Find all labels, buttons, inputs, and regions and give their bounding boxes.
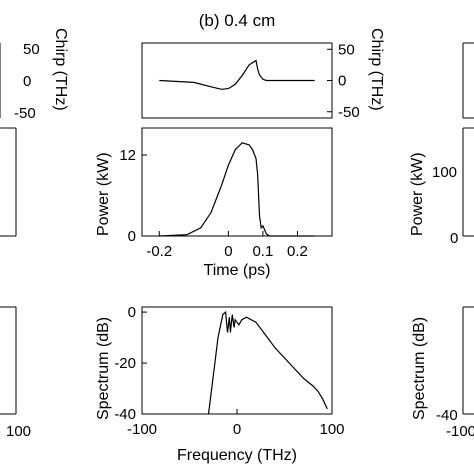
- chirp-y-ticks: 50 0 -50: [327, 41, 360, 121]
- spectrum-panel: 0 -20 -40-100 0 100 Spectrum (dB) Frequency …: [95, 304, 345, 464]
- chirp-series-line: [159, 59, 315, 90]
- spectrum-ytick-label: -40: [114, 406, 136, 423]
- spectrum-ytick-label: 0: [128, 304, 136, 321]
- left-chirp-tick-50: 50: [23, 41, 40, 58]
- spectrum-xtick-label: -100: [127, 421, 157, 438]
- chirp-ytick-label: 0: [338, 73, 346, 90]
- chirp-ytick-label: -50: [338, 104, 360, 121]
- right-fragment: 100 0 Power (kW) -40 Spectrum (dB) -100: [409, 42, 474, 440]
- spectrum-ticks: 0 -20 -40-100 0 100: [114, 304, 344, 438]
- spectrum-xtick-label: 100: [319, 421, 344, 438]
- power-xtick-label: 0: [224, 243, 232, 260]
- spectrum-xlabel: Frequency (THz): [177, 447, 297, 464]
- spectrum-xtick-label: 0: [233, 421, 241, 438]
- left-chirp-tick-0: 0: [23, 73, 31, 90]
- left-spectrum-tick-100: 100: [6, 423, 31, 440]
- power-ytick-label: 12: [119, 147, 136, 164]
- power-xtick-label: 0.2: [287, 243, 308, 260]
- left-chirp-tick-neg50: -50: [14, 105, 36, 122]
- spectrum-series-line: [207, 310, 328, 415]
- power-xtick-label: 0.1: [252, 243, 273, 260]
- right-spectrum-ylabel: Spectrum (dB): [411, 317, 428, 420]
- power-xtick-label: -0.2: [146, 243, 172, 260]
- right-spectrum-tick-neg100: -100: [446, 423, 474, 440]
- power-series-line: [159, 142, 315, 237]
- left-fragment: 50 0 -50 Chirp (THz) 100: [0, 28, 69, 440]
- right-power-tick-0: 0: [450, 230, 458, 247]
- right-power-tick-100: 100: [432, 164, 457, 181]
- power-panel: 12 0 -0.2 0 0.1 0.2 Power (kW) Time (ps): [95, 127, 333, 279]
- power-ylabel: Power (kW): [95, 152, 112, 236]
- chirp-title: (b) 0.4 cm: [199, 11, 276, 30]
- chirp-ytick-label: 50: [338, 41, 355, 58]
- power-plot-frame: [141, 127, 333, 237]
- right-power-ylabel: Power (kW): [409, 152, 426, 236]
- spectrum-ytick-label: -20: [114, 355, 136, 372]
- spectrum-ylabel: Spectrum (dB): [95, 317, 112, 420]
- right-spectrum-tick-neg40: -40: [436, 407, 458, 424]
- power-xlabel: Time (ps): [204, 262, 271, 279]
- left-chirp-ylabel: Chirp (THz): [52, 28, 69, 111]
- chirp-ylabel: Chirp (THz): [368, 28, 385, 111]
- power-ytick-label: 0: [128, 228, 136, 245]
- power-ticks: 12 0 -0.2 0 0.1 0.2: [119, 147, 308, 260]
- chirp-panel: (b) 0.4 cm 50 0 -50 Chirp (THz): [141, 11, 385, 121]
